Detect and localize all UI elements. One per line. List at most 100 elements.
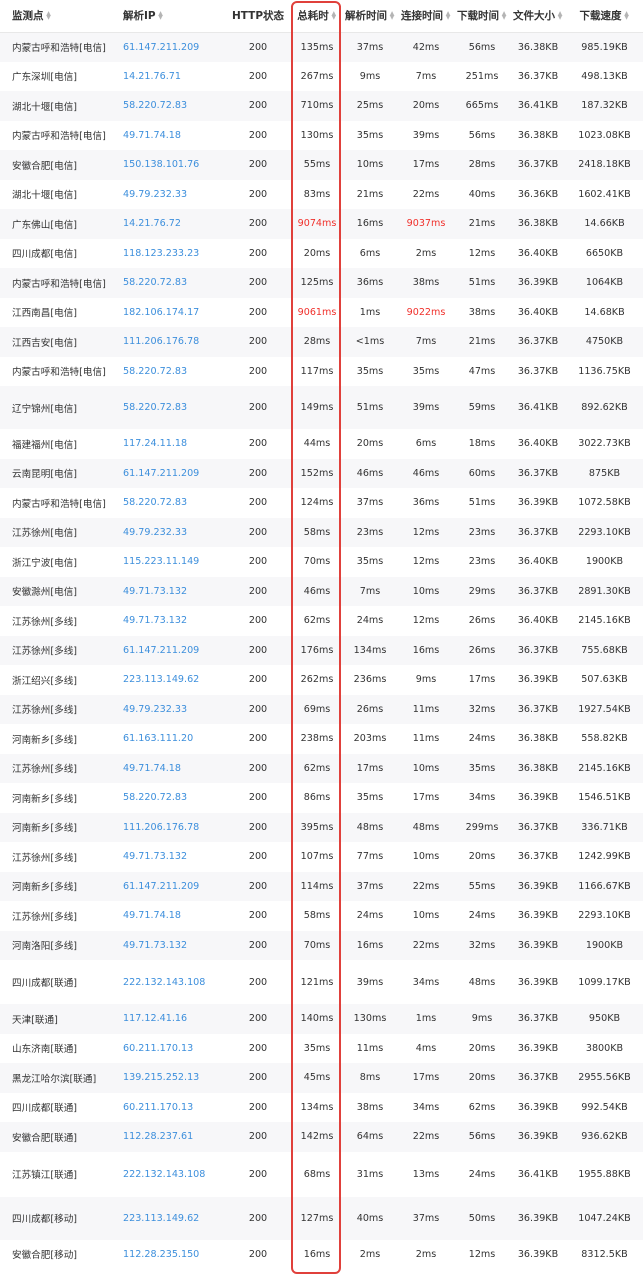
ip-link[interactable]: 49.71.73.132 [123,939,188,951]
ip-link[interactable]: 58.220.72.83 [123,402,188,413]
ip-link[interactable]: 49.71.73.132 [123,585,188,597]
dns-time-cell: 38ms [356,1101,384,1113]
ip-cell: 58.220.72.83 [111,488,224,518]
column-header-total-time[interactable]: 总耗时 ▲ ▼ [292,0,342,33]
http-status-cell: 200 [248,821,268,833]
ip-link[interactable]: 112.28.237.61 [123,1131,194,1143]
ip-link[interactable]: 111.206.176.78 [123,336,200,348]
sort-icon[interactable]: ▲ ▼ [389,10,395,22]
sort-icon[interactable]: ▲ ▼ [445,10,451,22]
ip-link[interactable]: 49.71.74.18 [123,762,181,774]
download-time-cell: 56ms [468,129,496,141]
file-size-cell: 36.36KB [517,188,559,200]
ip-link[interactable]: 49.71.73.132 [123,851,188,863]
ip-link[interactable]: 61.147.211.209 [123,467,200,479]
ip-link[interactable]: 49.71.74.18 [123,129,181,141]
column-header-label: 下载速度 [579,10,622,23]
dns-time-cell: 7ms [359,585,381,597]
connect-time-cell: 10ms [412,585,440,597]
connect-time-cell: 42ms [412,41,440,53]
ip-cell: 222.132.143.108 [111,1152,224,1197]
download-time-cell: 24ms [468,910,496,922]
sort-icon[interactable]: ▲ ▼ [158,10,163,22]
column-header-ip[interactable]: 解析IP ▲ ▼ [111,0,224,33]
column-header-download-speed[interactable]: 下载速度 ▲ ▼ [566,0,643,33]
ip-link[interactable]: 61.163.111.20 [123,733,194,745]
sort-icon[interactable]: ▲ ▼ [557,10,563,22]
location-cell: 内蒙古呼和浩特[电信] [12,498,106,510]
dns-time-cell: 26ms [356,703,384,715]
download-speed-cell: 8312.5KB [581,1248,628,1260]
ip-link[interactable]: 61.147.211.209 [123,644,200,656]
download-speed-cell: 1099.17KB [578,976,631,988]
ip-link[interactable]: 58.220.72.83 [123,277,188,289]
ip-cell: 49.71.73.132 [111,842,224,872]
location-cell: 四川成都[联通] [12,1103,78,1115]
ip-link[interactable]: 111.206.176.78 [123,821,200,833]
ip-link[interactable]: 115.223.11.149 [123,556,200,568]
dns-time-cell: 10ms [356,159,384,171]
sort-icon[interactable]: ▲ ▼ [501,10,507,22]
table-row: 安徽合肥[联通] 112.28.237.61 200 142ms 64ms 22ms 56m… [0,1122,643,1152]
ip-link[interactable]: 58.220.72.83 [123,497,188,509]
ip-link[interactable]: 49.79.232.33 [123,703,188,715]
location-cell: 江苏徐州[多线] [12,764,78,776]
ip-link[interactable]: 49.71.74.18 [123,910,181,922]
ip-link[interactable]: 118.123.233.23 [123,247,200,259]
ip-link[interactable]: 222.132.143.108 [123,976,206,988]
ip-link[interactable]: 150.138.101.76 [123,159,200,171]
total-time-cell: 62ms [303,615,331,627]
download-time-cell: 59ms [468,402,496,413]
sort-icon[interactable]: ▲ ▼ [46,10,51,22]
total-time-cell: 134ms [300,1101,334,1113]
ip-link[interactable]: 223.113.149.62 [123,1212,200,1224]
download-speed-cell: 2145.16KB [578,762,631,774]
ip-link[interactable]: 58.220.72.83 [123,792,188,804]
column-header-dns-time[interactable]: 解析时间 ▲ ▼ [342,0,398,33]
download-speed-cell: 1047.24KB [578,1212,631,1224]
ip-link[interactable]: 49.79.232.33 [123,526,188,538]
ip-cell: 49.71.74.18 [111,121,224,151]
column-header-location[interactable]: 监测点 ▲ ▼ [0,0,111,33]
ip-link[interactable]: 222.132.143.108 [123,1168,206,1180]
column-header-connect-time[interactable]: 连接时间 ▲ ▼ [398,0,454,33]
location-cell: 安徽合肥[联通] [12,1132,78,1144]
sort-icon[interactable]: ▲ ▼ [331,10,337,22]
ip-link[interactable]: 61.147.211.209 [123,880,200,892]
sort-icon[interactable]: ▲ ▼ [624,10,629,22]
ip-link[interactable]: 61.147.211.209 [123,41,200,53]
download-speed-cell: 1166.67KB [578,880,631,892]
ip-link[interactable]: 60.211.170.13 [123,1042,194,1054]
column-header-file-size[interactable]: 文件大小 ▲ ▼ [510,0,566,33]
ip-link[interactable]: 58.220.72.83 [123,365,188,377]
ip-link[interactable]: 117.12.41.16 [123,1013,188,1025]
ip-link[interactable]: 49.71.73.132 [123,615,188,627]
ip-link[interactable]: 49.79.232.33 [123,188,188,200]
total-time-cell: 121ms [300,976,334,988]
total-time-cell: 176ms [300,644,334,656]
download-speed-cell: 1136.75KB [578,365,631,377]
download-speed-cell: 936.62KB [581,1131,628,1143]
total-time-cell: 130ms [300,129,334,141]
ip-link[interactable]: 223.113.149.62 [123,674,200,686]
location-cell: 河南新乡[多线] [12,793,78,805]
download-speed-cell: 2293.10KB [578,910,631,922]
ip-link[interactable]: 14.21.76.72 [123,218,181,230]
download-time-cell: 299ms [465,821,499,833]
ip-link[interactable]: 112.28.235.150 [123,1248,200,1260]
download-time-cell: 48ms [468,976,496,988]
ip-link[interactable]: 58.220.72.83 [123,100,188,112]
ip-link[interactable]: 117.24.11.18 [123,438,188,450]
http-status-cell: 200 [248,497,268,509]
ip-link[interactable]: 182.106.174.17 [123,306,200,318]
column-header-label: 监测点 [12,10,44,23]
column-header-download-time[interactable]: 下载时间 ▲ ▼ [454,0,510,33]
ip-link[interactable]: 14.21.76.71 [123,70,181,82]
download-speed-cell: 950KB [588,1013,621,1025]
download-speed-cell: 558.82KB [581,733,628,745]
ip-link[interactable]: 60.211.170.13 [123,1101,194,1113]
ip-cell: 117.24.11.18 [111,429,224,459]
ip-link[interactable]: 139.215.252.13 [123,1072,200,1084]
file-size-cell: 36.38KB [517,762,559,774]
